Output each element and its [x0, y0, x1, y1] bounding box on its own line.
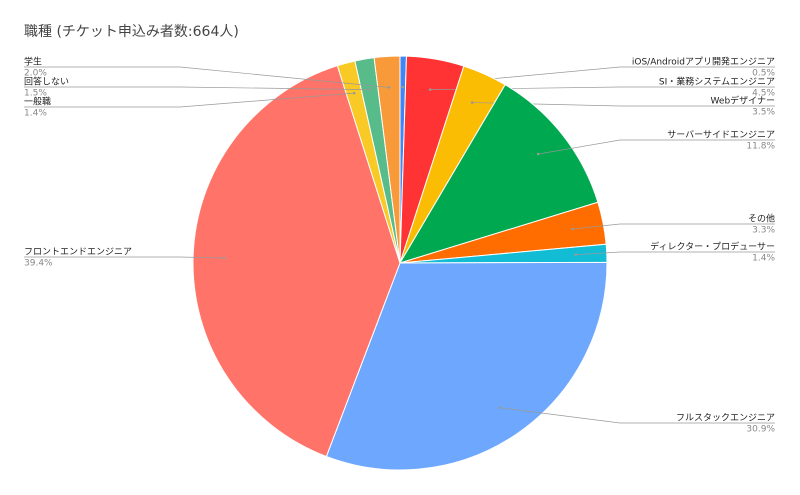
leader-dot: [368, 88, 372, 91]
leader-line: [24, 256, 225, 259]
label-value: 1.4%: [24, 109, 47, 119]
pie-slice: [325, 261, 608, 471]
label-name: フルスタックエンジニア: [676, 413, 775, 424]
chart-title: 職種 (チケット申込み者数:664人): [24, 24, 239, 40]
leader-dot: [401, 85, 405, 89]
label-name: 学生: [24, 56, 42, 68]
leader-dot: [536, 152, 540, 156]
label-value: 3.3%: [752, 226, 775, 236]
leader-line: [24, 66, 390, 88]
pie-slice: [373, 55, 401, 264]
leader-dot: [222, 256, 226, 260]
leader-line: [24, 86, 370, 91]
label-name: 回答しない: [24, 76, 69, 88]
label-value: 4.5%: [752, 89, 775, 99]
label-name: iOS/Androidアプリ開発エンジニア: [632, 56, 775, 68]
leader-line: [575, 251, 775, 256]
leader-line: [24, 92, 355, 108]
label-name: SI・業務システムエンジニア: [659, 76, 775, 88]
label-value: 1.5%: [24, 89, 47, 99]
leader-dot: [387, 86, 391, 89]
pie-slice: [398, 84, 599, 264]
label-value: 30.9%: [746, 425, 775, 435]
leader-dot: [574, 253, 578, 257]
leader-dot: [428, 88, 432, 91]
label-value: 0.5%: [752, 69, 775, 79]
leader-line: [538, 139, 775, 155]
label-name: フロントエンドエンジニア: [24, 248, 132, 258]
leader-dot: [571, 227, 574, 231]
label-value: 3.5%: [752, 108, 775, 118]
label-value: 2.0%: [24, 69, 47, 79]
label-name: サーバーサイドエンジニア: [667, 130, 775, 141]
leader-dot: [470, 101, 474, 104]
label-name: その他: [748, 213, 775, 225]
leader-line: [500, 407, 775, 424]
leader-line: [572, 223, 775, 230]
label-value: 11.8%: [746, 142, 775, 152]
label-value: 1.4%: [752, 254, 775, 264]
label-value: 39.4%: [24, 259, 53, 269]
label-name: ディレクター・プロデューサー: [650, 241, 775, 253]
leader-dot: [498, 406, 502, 410]
label-name: 一般職: [24, 96, 51, 108]
leader-dot: [352, 91, 356, 95]
label-name: Webデザイナー: [711, 95, 775, 107]
